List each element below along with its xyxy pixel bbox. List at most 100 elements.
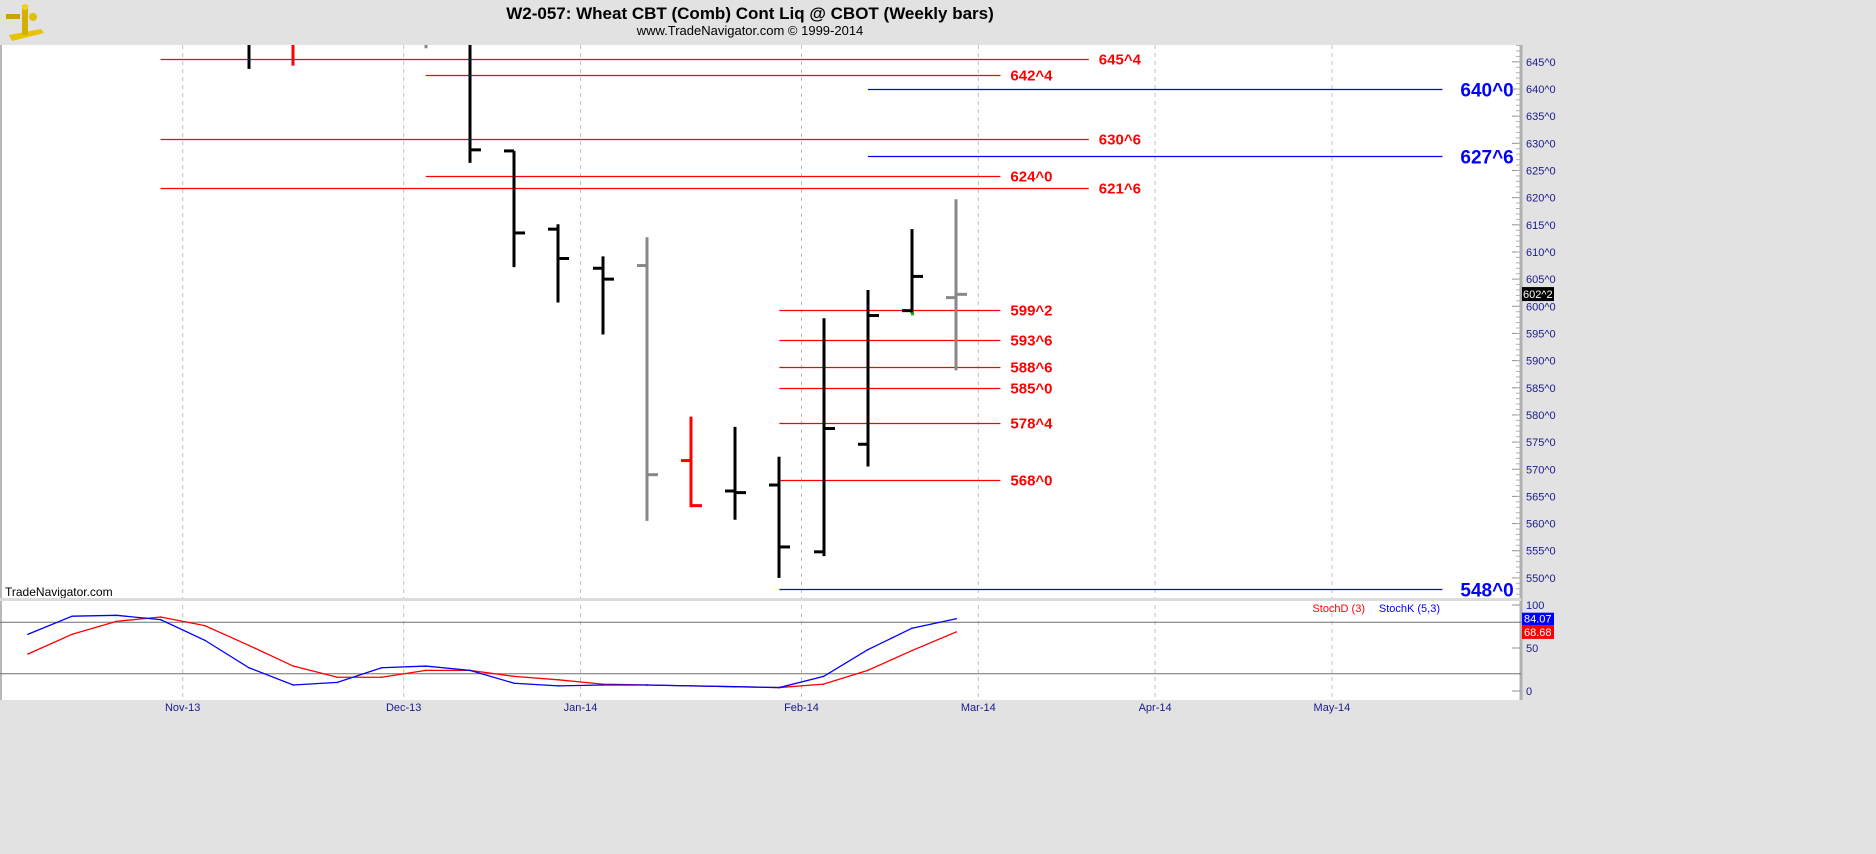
stoch-value-label: 68.68: [1524, 627, 1552, 639]
stoch-point: [115, 614, 118, 617]
levels: 645^4 642^4 640^0 630^6 627^6 624^0 621^6 599^2…: [160, 52, 1514, 602]
price-plot-area[interactable]: [0, 45, 1521, 598]
y-tick-label: 640^0: [1526, 84, 1556, 96]
level-label: 624^0: [1010, 169, 1052, 186]
x-tick-label: Mar-14: [961, 702, 996, 714]
y-tick-label: 595^0: [1526, 328, 1556, 340]
level-label: 548^0: [1460, 581, 1513, 602]
stoch-point: [601, 684, 604, 686]
y-tick-label: 645^0: [1526, 57, 1556, 69]
stoch-point: [557, 685, 560, 687]
x-tick-label: Apr-14: [1139, 702, 1172, 714]
stoch-point: [513, 675, 515, 678]
stoch-plot-area[interactable]: [0, 600, 1521, 700]
sextant-icon: [6, 4, 44, 41]
y-tick-label: 600^0: [1526, 301, 1556, 313]
stoch-point: [911, 649, 913, 652]
level-label: 593^6: [1010, 333, 1052, 350]
stoch-point: [778, 686, 781, 689]
y-tick-label: 590^0: [1526, 356, 1556, 368]
ohlc-bar: [637, 237, 658, 521]
stoch-point: [71, 615, 73, 617]
grid: [182, 45, 1333, 700]
stoch-point: [336, 681, 339, 684]
ohlc-bar: [468, 45, 481, 163]
y-tick-label: 630^0: [1526, 138, 1556, 150]
stoch-point: [469, 669, 471, 672]
stoch-point: [336, 676, 339, 679]
y-tick-label: 560^0: [1526, 519, 1556, 531]
y-tick-label: 575^0: [1526, 437, 1556, 449]
x-tick-label: Dec-13: [386, 702, 421, 714]
panel-divider: [0, 598, 1521, 601]
ohlc-bar: [902, 229, 923, 314]
stoch-point: [380, 666, 383, 669]
stoch-point: [646, 684, 648, 686]
ohlc-bar: [769, 456, 790, 578]
y-tick-label: 570^0: [1526, 464, 1556, 476]
price-bars: [247, 45, 967, 578]
price-axis[interactable]: 550^0 555^0 560^0 565^0 570^0 575^0 580^0 585^0…: [1512, 45, 1556, 595]
stoch-point: [425, 669, 427, 672]
level-label: 585^0: [1010, 381, 1052, 398]
level-label: 588^6: [1010, 360, 1052, 377]
current-price-marker: [1522, 287, 1554, 302]
stoch-point: [204, 639, 206, 642]
stoch-point: [71, 633, 73, 636]
stochk-legend: StochK (5,3): [1379, 603, 1440, 615]
x-tick-label: Jan-14: [564, 702, 598, 714]
chart-subtitle: www.TradeNavigator.com © 1999-2014: [636, 23, 864, 38]
ohlc-bar: [681, 416, 702, 508]
stoch-point: [27, 653, 29, 655]
stoch-point: [690, 685, 692, 687]
stoch-point: [115, 620, 118, 623]
y-tick-label: 635^0: [1526, 111, 1556, 123]
stoch-point: [911, 627, 913, 630]
stoch-point: [867, 669, 869, 672]
level-label: 621^6: [1099, 181, 1141, 198]
stoch-y-tick-label: 50: [1526, 643, 1538, 655]
stoch-point: [955, 617, 957, 620]
level-label: 627^6: [1460, 148, 1513, 169]
y-tick-label: 565^0: [1526, 491, 1556, 503]
y-tick-label: 615^0: [1526, 220, 1556, 232]
level-label: 578^4: [1010, 416, 1053, 433]
level-label: 642^4: [1010, 68, 1053, 85]
stoch-point: [248, 666, 250, 669]
level-label: 640^0: [1460, 81, 1513, 102]
y-tick-label: 620^0: [1526, 193, 1556, 205]
y-tick-label: 580^0: [1526, 410, 1556, 422]
ohlc-bar: [593, 256, 614, 335]
y-tick-label: 625^0: [1526, 165, 1556, 177]
ohlc-bar: [548, 224, 569, 303]
y-tick-label: 555^0: [1526, 546, 1556, 558]
stoch-point: [513, 682, 515, 685]
ohlc-bar: [814, 318, 835, 557]
stoch-point: [248, 644, 250, 647]
stoch-point: [380, 676, 383, 679]
ohlc-bar: [504, 149, 525, 268]
x-tick-label: May-14: [1314, 702, 1351, 714]
x-tick-label: Nov-13: [165, 702, 200, 714]
stoch-point: [867, 648, 869, 651]
stoch-value-marker: [1522, 612, 1554, 626]
stoch-point: [27, 633, 29, 636]
level-label: 599^2: [1010, 303, 1052, 320]
stoch-point: [292, 684, 295, 686]
stoch-point: [159, 616, 162, 618]
stoch-point: [822, 683, 825, 685]
stoch-point: [822, 675, 825, 678]
x-tick-label: Feb-14: [784, 702, 819, 714]
ohlc-bar: [725, 426, 746, 520]
date-axis[interactable]: Nov-13 Dec-13 Jan-14 Feb-14 Mar-14 Apr-14 May-…: [165, 702, 1350, 714]
level-label: 630^6: [1099, 132, 1141, 149]
level-label: 645^4: [1099, 52, 1142, 69]
stoch-point: [425, 665, 427, 667]
watermark: TradeNavigator.com: [5, 585, 113, 599]
ohlc-bar: [858, 289, 879, 467]
current-price-label: 602^2: [1523, 289, 1553, 301]
stoch-value-marker: [1522, 625, 1554, 639]
y-tick-label: 550^0: [1526, 573, 1556, 585]
